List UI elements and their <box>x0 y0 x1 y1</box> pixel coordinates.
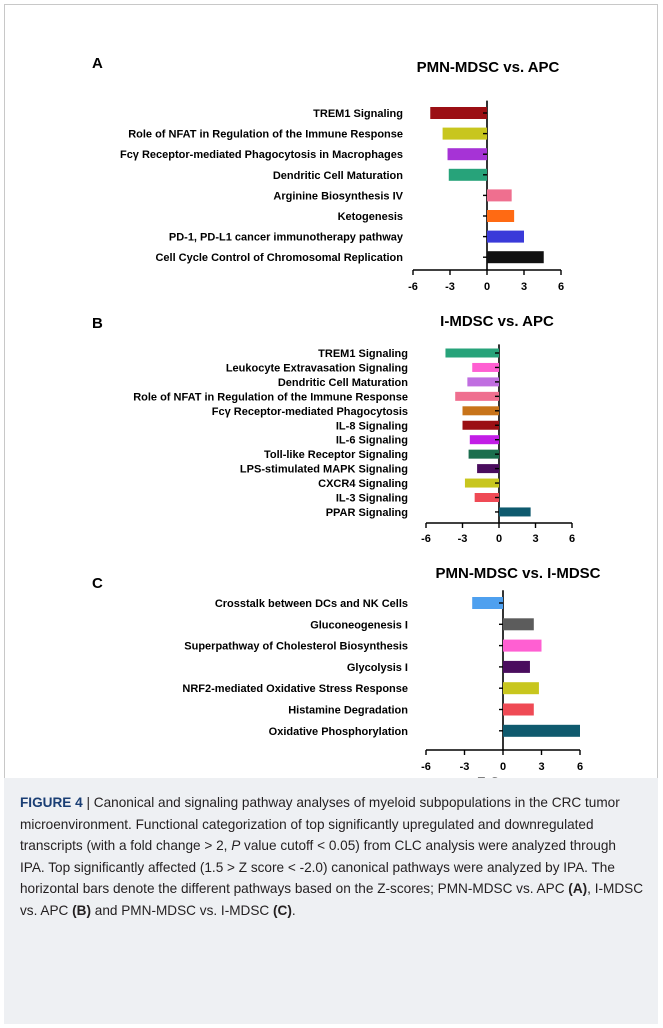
x-tick-label: -6 <box>421 533 431 545</box>
category-label: Role of NFAT in Regulation of the Immune… <box>133 391 408 403</box>
bar <box>448 168 487 181</box>
figure-caption: FIGURE 4 | Canonical and signaling pathw… <box>20 792 644 921</box>
category-label: Leukocyte Extravasation Signaling <box>226 362 408 374</box>
bar <box>503 639 542 652</box>
category-label: Gluconeogenesis I <box>310 619 408 631</box>
x-tick-label: -3 <box>445 281 455 293</box>
x-tick-label: 0 <box>500 761 506 773</box>
panel-title: PMN-MDSC vs. I-MDSC <box>435 565 600 582</box>
bar <box>477 464 499 474</box>
x-axis-label: Z-Score <box>477 774 529 778</box>
x-tick-label: -6 <box>421 761 431 773</box>
category-label: CXCR4 Signaling <box>318 478 408 490</box>
bar <box>455 391 499 401</box>
x-tick-label: -6 <box>408 281 418 293</box>
category-label: Arginine Biosynthesis IV <box>273 190 403 202</box>
bar <box>462 420 499 430</box>
x-tick-label: -3 <box>460 761 470 773</box>
category-label: Glycolysis I <box>347 662 408 674</box>
caption-text-2: value cutoff < 0.05) from CLC analysis w… <box>20 838 616 896</box>
caption-p-italic: P <box>231 838 241 853</box>
bar <box>462 406 499 416</box>
x-tick-label: 6 <box>569 533 575 545</box>
bar <box>487 251 544 264</box>
category-label: Role of NFAT in Regulation of the Immune… <box>128 129 403 141</box>
category-label: Toll-like Receptor Signaling <box>264 449 408 461</box>
category-label: PD-1, PD-L1 cancer immunotherapy pathway <box>169 232 404 244</box>
bar <box>430 107 487 119</box>
caption-text-4: and PMN-MDSC vs. I-MDSC <box>91 902 274 918</box>
category-label: LPS-stimulated MAPK Signaling <box>240 464 408 476</box>
category-label: Histamine Degradation <box>288 705 408 717</box>
bar <box>472 362 499 372</box>
caption-ref-c: (C) <box>273 902 292 918</box>
bar <box>464 478 499 488</box>
category-label: Fcγ Receptor-mediated Phagocytosis in Ma… <box>120 149 403 161</box>
chart-panel-c: C PMN-MDSC vs. I-MDSC -6 -3 0 3 6 Z-Score Crosst… <box>92 565 601 778</box>
x-tick-label: 6 <box>558 281 564 293</box>
category-label: IL-3 Signaling <box>336 493 408 505</box>
bar <box>487 230 524 243</box>
caption-text-5: . <box>291 902 296 918</box>
bar <box>503 660 530 673</box>
panel-label: B <box>92 315 103 332</box>
bar <box>474 493 499 502</box>
category-label: Dendritic Cell Maturation <box>273 170 403 182</box>
x-tick-label: 0 <box>496 533 502 545</box>
bar <box>499 507 531 517</box>
category-label: Crosstalk between DCs and NK Cells <box>215 598 408 610</box>
x-tick-label: -3 <box>458 533 468 545</box>
panel-label: A <box>92 55 103 72</box>
category-label: IL-8 Signaling <box>336 420 408 432</box>
bar <box>467 377 499 387</box>
bar <box>487 210 515 222</box>
x-tick-label: 3 <box>521 281 527 293</box>
category-label: Ketogenesis <box>338 211 403 223</box>
bar <box>472 597 503 609</box>
bar <box>503 618 534 631</box>
category-label: TREM1 Signaling <box>318 348 408 360</box>
chart-panel-a: A PMN-MDSC vs. APC -6 -3 0 3 6 TREM1 Signaling R… <box>92 55 564 293</box>
bar <box>503 703 534 716</box>
panel-title: I-MDSC vs. APC <box>440 313 554 330</box>
caption-ref-a: (A) <box>568 881 588 896</box>
bar <box>447 148 487 161</box>
category-label: TREM1 Signaling <box>313 108 403 120</box>
figure-label: FIGURE 4 <box>20 795 83 810</box>
bar <box>503 724 580 737</box>
bar <box>445 348 499 358</box>
caption-area: FIGURE 4 | Canonical and signaling pathw… <box>4 778 658 1024</box>
x-tick-label: 3 <box>532 533 538 545</box>
bar <box>442 127 487 140</box>
caption-text-1: Canonical and signaling pathway analyses… <box>20 795 620 853</box>
x-tick-label: 0 <box>484 281 490 293</box>
bar <box>487 189 512 202</box>
category-label: IL-6 Signaling <box>336 435 408 447</box>
category-label: Fcγ Receptor-mediated Phagocytosis <box>212 406 408 418</box>
x-tick-label: 6 <box>577 761 583 773</box>
x-tick-label: 3 <box>538 761 544 773</box>
panel-title: PMN-MDSC vs. APC <box>417 59 560 76</box>
category-label: Superpathway of Cholesterol Biosynthesis <box>184 641 408 653</box>
category-label: Cell Cycle Control of Chromosomal Replic… <box>155 252 403 264</box>
bar <box>503 682 539 695</box>
bar <box>469 435 499 445</box>
category-label: Oxidative Phosphorylation <box>269 726 409 738</box>
category-label: PPAR Signaling <box>326 507 408 519</box>
figure-charts: A PMN-MDSC vs. APC -6 -3 0 3 6 TREM1 Signaling R… <box>92 55 601 778</box>
chart-panel-b: B I-MDSC vs. APC -6 -3 0 3 6 TREM1 Signaling Leu… <box>92 313 575 545</box>
caption-separator: | <box>82 795 94 810</box>
caption-text-3: , I-MDSC vs. APC <box>20 881 644 918</box>
caption-ref-b: (B) <box>72 902 91 918</box>
category-label: NRF2-mediated Oxidative Stress Response <box>182 683 408 695</box>
panel-label: C <box>92 575 103 592</box>
bar <box>468 449 499 459</box>
category-label: Dendritic Cell Maturation <box>278 377 408 389</box>
